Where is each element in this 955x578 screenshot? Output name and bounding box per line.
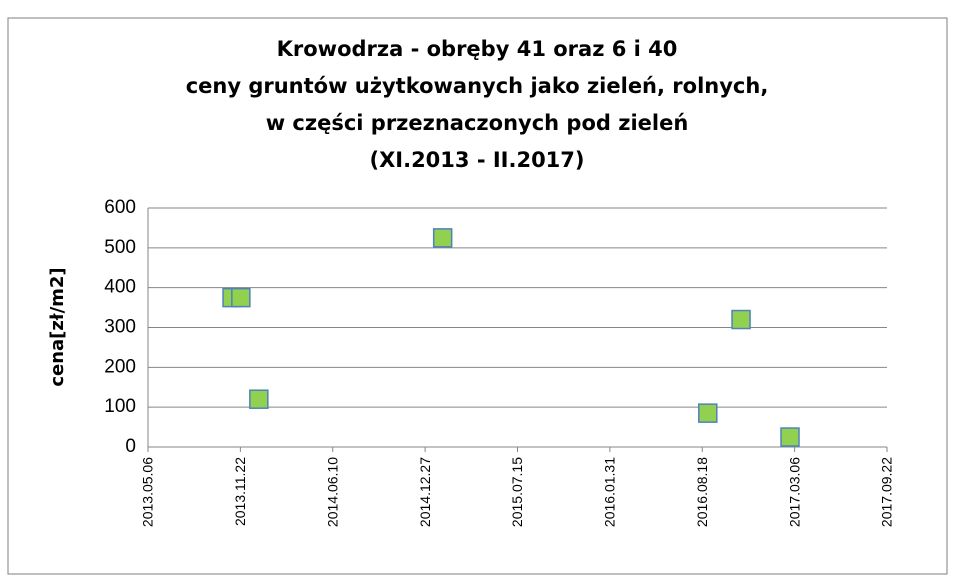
y-tick-label: 100: [104, 396, 136, 417]
chart-title: (XI.2013 - II.2017): [369, 148, 584, 172]
x-tick-label: 2014.06.10: [324, 457, 340, 527]
x-tick-label: 2016.01.31: [602, 457, 618, 527]
chart-title: Krowodrza - obręby 41 oraz 6 i 40: [277, 37, 678, 61]
data-point: [780, 427, 800, 447]
y-tick-label: 400: [104, 277, 136, 298]
x-tick-label: 2017.09.22: [879, 457, 895, 527]
y-tick-label: 200: [104, 356, 136, 377]
chart-title: ceny gruntów użytkowanych jako zieleń, r…: [186, 74, 769, 98]
x-tick-label: 2017.03.06: [786, 457, 802, 527]
x-tick-label: 2014.12.27: [417, 457, 433, 527]
data-point: [231, 287, 251, 308]
chart-title: w części przeznaczonych pod zieleń: [266, 111, 689, 135]
y-tick-label: 0: [125, 436, 136, 457]
x-tick-label: 2013.05.06: [140, 457, 156, 527]
x-tick-label: 2015.07.15: [509, 457, 525, 527]
y-tick-label: 300: [104, 317, 136, 338]
x-tick-label: 2016.08.18: [694, 457, 710, 527]
data-point: [249, 389, 269, 409]
x-tick-label: 2013.11.22: [232, 457, 248, 526]
y-tick-label: 500: [104, 237, 136, 258]
data-point: [698, 403, 718, 423]
y-tick-label: 600: [104, 197, 136, 218]
chart-frame: [7, 17, 948, 575]
data-point: [432, 228, 453, 248]
data-point: [731, 309, 751, 330]
y-axis-label: cena[zł/m2]: [47, 267, 68, 386]
